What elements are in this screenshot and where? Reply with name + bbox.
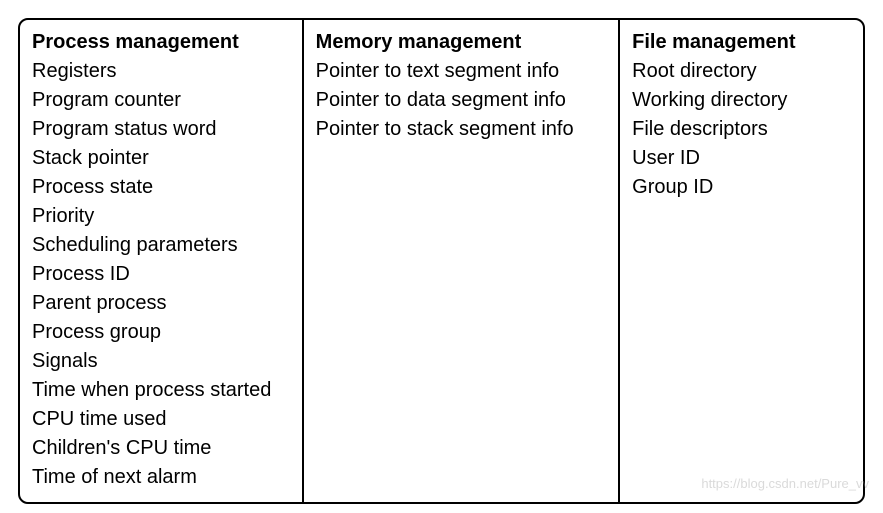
- column-item: Time when process started: [32, 376, 290, 405]
- column-item: User ID: [632, 144, 851, 173]
- column-item: Pointer to data segment info: [316, 86, 606, 115]
- column-item: Group ID: [632, 173, 851, 202]
- column-item: Stack pointer: [32, 144, 290, 173]
- column-item: Process ID: [32, 260, 290, 289]
- column-item: Time of next alarm: [32, 463, 290, 492]
- column-item: Registers: [32, 57, 290, 86]
- column-item: Pointer to stack segment info: [316, 115, 606, 144]
- file-management-column: File management Root directory Working d…: [620, 20, 863, 502]
- column-item: Children's CPU time: [32, 434, 290, 463]
- column-item: Program status word: [32, 115, 290, 144]
- column-item: Pointer to text segment info: [316, 57, 606, 86]
- column-item: Root directory: [632, 57, 851, 86]
- column-item: Process group: [32, 318, 290, 347]
- column-item: CPU time used: [32, 405, 290, 434]
- column-item: Process state: [32, 173, 290, 202]
- column-item: Program counter: [32, 86, 290, 115]
- column-item: Priority: [32, 202, 290, 231]
- column-item: Working directory: [632, 86, 851, 115]
- column-item: File descriptors: [632, 115, 851, 144]
- column-header: Memory management: [316, 28, 606, 57]
- process-management-column: Process management Registers Program cou…: [20, 20, 304, 502]
- column-header: File management: [632, 28, 851, 57]
- column-item: Signals: [32, 347, 290, 376]
- pcb-fields-table: Process management Registers Program cou…: [18, 18, 865, 504]
- memory-management-column: Memory management Pointer to text segmen…: [304, 20, 620, 502]
- column-header: Process management: [32, 28, 290, 57]
- column-item: Scheduling parameters: [32, 231, 290, 260]
- column-item: Parent process: [32, 289, 290, 318]
